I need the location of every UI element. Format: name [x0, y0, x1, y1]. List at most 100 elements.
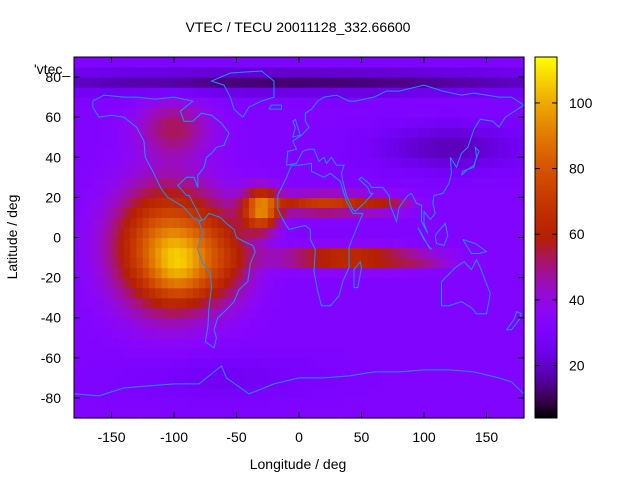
heatmap-cell [436, 247, 444, 259]
heatmap-cell [499, 77, 506, 88]
heatmap-cell [180, 147, 188, 158]
heatmap-cell [392, 367, 400, 379]
heatmap-cell [330, 397, 338, 409]
heatmap-cell [92, 197, 100, 209]
heatmap-cell [161, 107, 169, 118]
heatmap-cell [199, 187, 206, 198]
heatmap-cell [74, 317, 81, 329]
heatmap-cell [80, 147, 88, 158]
heatmap-cell [380, 317, 388, 329]
heatmap-cell [230, 347, 238, 359]
heatmap-cell [449, 297, 456, 309]
heatmap-cell [517, 187, 525, 198]
heatmap-cell [186, 377, 194, 389]
heatmap-cell [130, 367, 138, 379]
heatmap-cell [224, 297, 231, 309]
heatmap-cell [367, 107, 375, 118]
heatmap-cell [217, 267, 225, 279]
heatmap-cell [486, 217, 494, 229]
heatmap-cell [461, 387, 469, 399]
heatmap-cell [380, 107, 388, 118]
heatmap-cell [274, 407, 281, 419]
heatmap-cell [292, 237, 300, 249]
heatmap-cell [455, 67, 463, 78]
heatmap-cell [405, 347, 413, 359]
heatmap-cell [374, 297, 381, 309]
heatmap-cell [442, 227, 450, 239]
heatmap-cell [324, 357, 331, 369]
heatmap-cell [286, 367, 294, 379]
heatmap-cell [511, 407, 519, 419]
heatmap-cell [224, 377, 231, 389]
heatmap-cell [249, 397, 256, 409]
heatmap-cell [199, 137, 206, 148]
heatmap-cell [280, 187, 288, 198]
heatmap-cell [205, 237, 213, 249]
heatmap-cell [511, 357, 519, 369]
heatmap-cell [255, 127, 263, 138]
heatmap-cell [430, 357, 438, 369]
heatmap-cell [386, 117, 394, 128]
heatmap-cell [105, 227, 113, 239]
heatmap-cell [411, 377, 419, 389]
heatmap-cell [405, 57, 413, 68]
heatmap-cell [499, 317, 506, 329]
heatmap-cell [205, 337, 213, 349]
heatmap-cell [142, 117, 150, 128]
heatmap-cell [105, 157, 113, 168]
heatmap-cell [349, 317, 356, 329]
heatmap-cell [149, 247, 156, 259]
heatmap-cell [174, 327, 181, 339]
heatmap-cell [149, 397, 156, 409]
heatmap-cell [480, 147, 488, 158]
heatmap-cell [311, 277, 319, 289]
heatmap-cell [511, 247, 519, 259]
y-tick-label: -80 [41, 390, 61, 406]
heatmap-cell [442, 327, 450, 339]
heatmap-cell [361, 127, 369, 138]
heatmap-cell [92, 397, 100, 409]
heatmap-cell [130, 307, 138, 319]
heatmap-cell [505, 237, 513, 249]
heatmap-cell [249, 387, 256, 399]
heatmap-cell [386, 247, 394, 259]
heatmap-cell [99, 397, 106, 409]
heatmap-cell [330, 207, 338, 219]
heatmap-cell [199, 347, 206, 359]
heatmap-cell [161, 387, 169, 399]
heatmap-cell [480, 177, 488, 188]
heatmap-cell [86, 157, 94, 168]
y-tick-label: -40 [41, 310, 61, 326]
heatmap-cell [499, 397, 506, 409]
heatmap-cell [161, 397, 169, 409]
heatmap-cell [399, 147, 406, 158]
heatmap-cell [99, 327, 106, 339]
heatmap-cell [317, 87, 325, 98]
heatmap-cell [80, 67, 88, 78]
heatmap-cell [92, 317, 100, 329]
heatmap-cell [392, 357, 400, 369]
heatmap-cell [330, 367, 338, 379]
heatmap-cell [442, 137, 450, 148]
heatmap-cell [336, 97, 344, 108]
heatmap-cell [430, 57, 438, 68]
heatmap-cell [374, 147, 381, 158]
heatmap-cell [224, 277, 231, 289]
heatmap-cell [455, 337, 463, 349]
heatmap-cell [492, 317, 500, 329]
heatmap-cell [155, 227, 163, 239]
heatmap-cell [167, 367, 175, 379]
heatmap-cell [142, 267, 150, 279]
heatmap-cell [111, 187, 119, 198]
heatmap-cell [211, 227, 219, 239]
heatmap-cell [442, 217, 450, 229]
heatmap-cell [211, 347, 219, 359]
heatmap-cell [105, 407, 113, 419]
heatmap-cell [374, 257, 381, 269]
heatmap-cell [130, 117, 138, 128]
heatmap-cell [374, 137, 381, 148]
heatmap-cell [367, 237, 375, 249]
heatmap-cell [236, 177, 244, 188]
heatmap-cell [255, 107, 263, 118]
heatmap-cell [186, 267, 194, 279]
